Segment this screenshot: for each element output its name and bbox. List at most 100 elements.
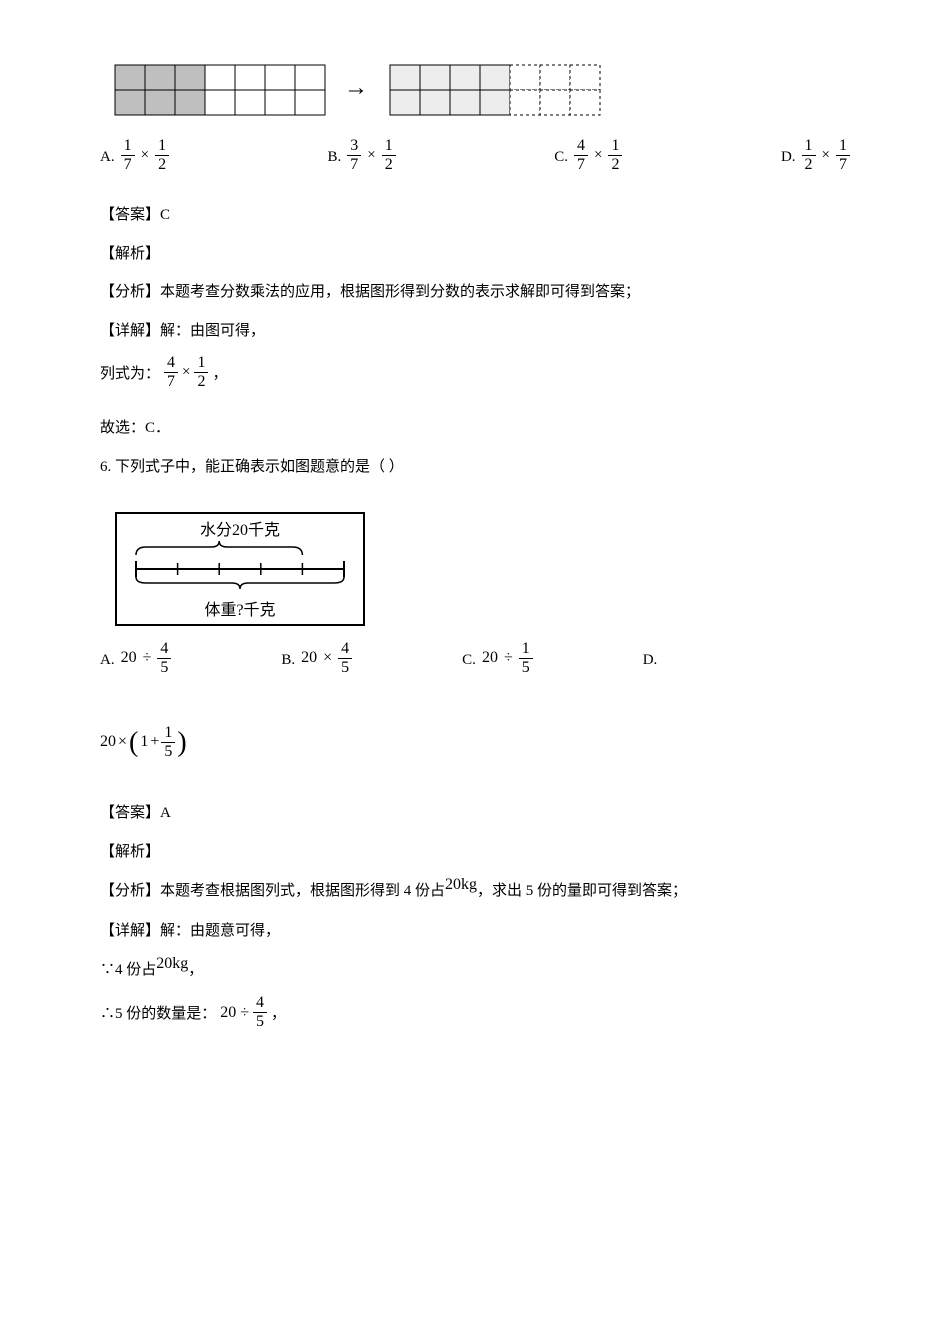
fenxi-label: 【分析】 bbox=[100, 877, 160, 906]
lieshi-label: 列式为： bbox=[100, 360, 160, 391]
lhs: 20 bbox=[220, 998, 236, 1028]
option-label: C. bbox=[554, 143, 568, 174]
operator: × bbox=[367, 141, 375, 170]
fraction-num: 1 bbox=[121, 138, 135, 156]
jiexi-label: 【解析】 bbox=[100, 844, 160, 860]
operator: × bbox=[594, 141, 602, 170]
q6-answer: 【答案】A bbox=[100, 799, 850, 828]
option-label: D. bbox=[781, 143, 796, 174]
fraction-num: 1 bbox=[802, 138, 816, 156]
fenxi-text: 本题考查根据图列式，根据图形得到 4 份占 bbox=[160, 877, 445, 906]
q6-xiangjie: 【详解】解：由题意可得， bbox=[100, 917, 850, 946]
fraction-num: 4 bbox=[157, 641, 171, 659]
fenxi-label: 【分析】 bbox=[100, 284, 160, 300]
q6-option-d-expr: 20 × ( 1 + 15 ) bbox=[100, 716, 850, 769]
fraction-den: 2 bbox=[802, 156, 816, 173]
q6-stem: 6. 下列式子中，能正确表示如图题意的是（ ） bbox=[100, 453, 850, 482]
q6-option-d: D. bbox=[643, 646, 658, 677]
one: 1 bbox=[140, 727, 148, 757]
operator: × bbox=[118, 727, 127, 757]
fraction-den: 7 bbox=[164, 373, 178, 390]
q5-lieshi: 列式为： 47 × 12 ， bbox=[100, 355, 850, 390]
because-text: ∵4 份占 bbox=[100, 956, 156, 985]
q5-xiangjie: 【详解】解：由图可得， bbox=[100, 317, 850, 346]
q5-fenxi: 【分析】本题考查分数乘法的应用，根据图形得到分数的表示求解即可得到答案； bbox=[100, 278, 850, 307]
fraction-den: 5 bbox=[338, 659, 352, 676]
q6-option-a: A. 20 ÷ 45 bbox=[100, 641, 171, 676]
q5-answer: 【答案】C bbox=[100, 201, 850, 230]
svg-text:→: → bbox=[344, 75, 368, 101]
option-label: B. bbox=[281, 646, 295, 677]
option-label: A. bbox=[100, 646, 115, 677]
answer-value: A bbox=[160, 805, 171, 821]
xiangjie-text: 解：由题意可得， bbox=[160, 923, 280, 939]
lhs: 20 bbox=[100, 727, 116, 757]
q6-option-c: C. 20 ÷ 15 bbox=[462, 641, 533, 676]
fraction-num: 3 bbox=[347, 138, 361, 156]
operator: × bbox=[822, 141, 830, 170]
q6-options: A. 20 ÷ 45 B. 20 × 45 C. 20 ÷ 15 D. bbox=[100, 641, 850, 676]
fraction-den: 7 bbox=[347, 156, 361, 173]
q6-fenxi: 【分析】 本题考查根据图列式，根据图形得到 4 份占 20kg ，求出 5 份的… bbox=[100, 876, 850, 906]
plus: + bbox=[150, 727, 159, 757]
operator: ÷ bbox=[143, 643, 152, 673]
fraction-den: 5 bbox=[253, 1013, 267, 1030]
q6-option-b: B. 20 × 45 bbox=[281, 641, 352, 676]
q6-box-diagram: 水分20千克体重?千克 bbox=[110, 507, 850, 627]
fraction-den: 7 bbox=[836, 156, 850, 173]
lhs: 20 bbox=[121, 643, 137, 673]
answer-label: 【答案】 bbox=[100, 207, 160, 223]
lhs: 20 bbox=[482, 643, 498, 673]
lhs: 20 bbox=[301, 643, 317, 673]
fraction-num: 4 bbox=[338, 641, 352, 659]
comma: ， bbox=[271, 1000, 286, 1031]
q5-options: A. 17 × 12 B. 37 × 12 C. 47 × 12 D. 12 ×… bbox=[100, 138, 850, 173]
xiangjie-label: 【详解】 bbox=[100, 323, 160, 339]
fenxi-text: 本题考查分数乘法的应用，根据图形得到分数的表示求解即可得到答案； bbox=[160, 284, 640, 300]
fraction-den: 2 bbox=[382, 156, 396, 173]
option-label: B. bbox=[328, 143, 342, 174]
fraction-den: 7 bbox=[574, 156, 588, 173]
comma: ， bbox=[188, 956, 203, 985]
option-label: C. bbox=[462, 646, 476, 677]
fraction-num: 4 bbox=[253, 995, 267, 1013]
q5-option-c: C. 47 × 12 bbox=[554, 138, 622, 173]
fraction-den: 2 bbox=[608, 156, 622, 173]
q5-option-a: A. 17 × 12 bbox=[100, 138, 169, 173]
fraction-num: 1 bbox=[161, 725, 175, 743]
kg-value: 20kg bbox=[156, 949, 188, 979]
q6-therefore: ∴5 份的数量是： 20 ÷ 45 ， bbox=[100, 995, 850, 1030]
fenxi-text: ，求出 5 份的量即可得到答案； bbox=[477, 877, 687, 906]
q6-because: ∵4 份占 20kg ， bbox=[100, 955, 850, 985]
fraction-den: 5 bbox=[157, 659, 171, 676]
fraction-num: 1 bbox=[836, 138, 850, 156]
q5-jiexi: 【解析】 bbox=[100, 240, 850, 269]
option-label: A. bbox=[100, 143, 115, 174]
paren-close: ) bbox=[177, 716, 186, 769]
operator: × bbox=[323, 643, 332, 673]
jiexi-label: 【解析】 bbox=[100, 246, 160, 262]
q5-option-d: D. 12 × 17 bbox=[781, 138, 850, 173]
q6-jiexi: 【解析】 bbox=[100, 838, 850, 867]
fraction-den: 2 bbox=[194, 373, 208, 390]
svg-text:体重?千克: 体重?千克 bbox=[204, 601, 275, 619]
svg-text:水分20千克: 水分20千克 bbox=[200, 521, 280, 539]
therefore-text: ∴5 份的数量是： bbox=[100, 1000, 216, 1031]
fraction-den: 5 bbox=[161, 743, 175, 760]
paren-open: ( bbox=[129, 716, 138, 769]
kg-value: 20kg bbox=[445, 870, 477, 900]
answer-value: C bbox=[160, 207, 170, 223]
fraction-num: 1 bbox=[155, 138, 169, 156]
q5-guxuan: 故选：C． bbox=[100, 414, 850, 443]
comma: ， bbox=[212, 360, 227, 391]
option-label: D. bbox=[643, 646, 658, 677]
operator: ÷ bbox=[504, 643, 513, 673]
fraction-num: 4 bbox=[574, 138, 588, 156]
fraction-num: 1 bbox=[519, 641, 533, 659]
fraction-den: 2 bbox=[155, 156, 169, 173]
fraction-num: 4 bbox=[164, 355, 178, 373]
fraction-num: 1 bbox=[194, 355, 208, 373]
q5-option-b: B. 37 × 12 bbox=[328, 138, 396, 173]
operator: × bbox=[182, 358, 190, 387]
q5-diagram: → bbox=[110, 60, 850, 120]
